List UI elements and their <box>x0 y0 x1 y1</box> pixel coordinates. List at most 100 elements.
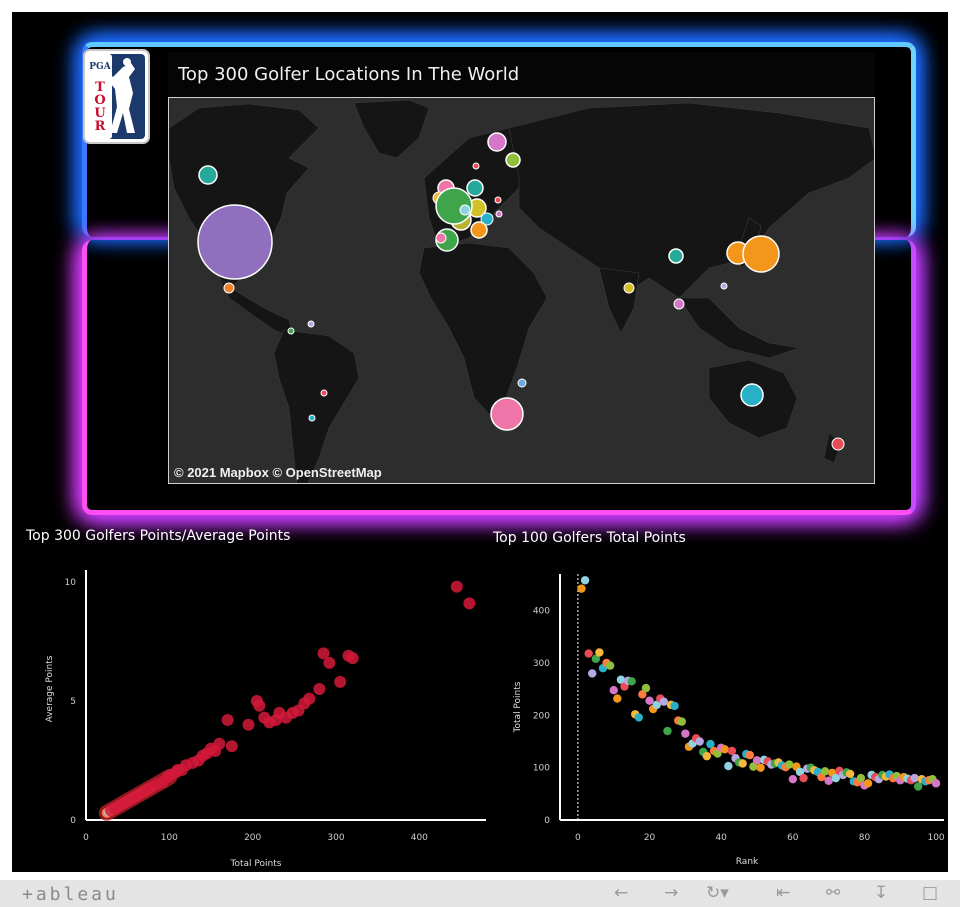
x-tick-label: 60 <box>787 833 799 843</box>
bubble-poland <box>494 196 502 204</box>
rank-point[interactable] <box>670 701 679 711</box>
scatter-point[interactable] <box>225 740 238 753</box>
bubble-australia <box>740 383 764 407</box>
rank-point[interactable] <box>577 584 586 593</box>
rank-point[interactable] <box>681 729 690 738</box>
rank-point[interactable] <box>727 746 737 756</box>
world-map[interactable]: © 2021 Mapbox © OpenStreetMap <box>168 97 875 484</box>
rank-point[interactable] <box>724 761 733 771</box>
scatter-point[interactable] <box>242 718 255 731</box>
rank-point[interactable] <box>588 669 597 678</box>
bubble-portugal <box>435 232 447 244</box>
rank-point[interactable] <box>580 576 590 585</box>
scatter-point[interactable] <box>313 683 326 696</box>
rank-point[interactable] <box>799 773 808 783</box>
rank-point[interactable] <box>627 677 636 686</box>
rank-point[interactable] <box>749 762 758 771</box>
x-tick-label: 0 <box>83 833 89 843</box>
bubble-taiwan <box>720 282 728 290</box>
y-tick-label: 200 <box>533 711 550 721</box>
rank-point[interactable] <box>584 649 593 658</box>
rank-point[interactable] <box>677 717 686 726</box>
rank-point[interactable] <box>638 690 647 699</box>
bubble-usa <box>197 204 273 280</box>
scatter-point[interactable] <box>317 647 330 660</box>
rank-point[interactable] <box>738 759 747 768</box>
rank-point[interactable] <box>652 700 661 710</box>
rank-point[interactable] <box>609 685 618 695</box>
download-icon[interactable]: ↧ <box>874 883 889 903</box>
rank-point[interactable] <box>695 737 704 746</box>
rank-points-chart: 0 20 40 60 80 100 0 100 200 300 400 Rank Total Point… <box>513 574 944 867</box>
scatter-point[interactable] <box>105 804 117 817</box>
rank-point[interactable] <box>820 767 830 776</box>
rank-point[interactable] <box>752 756 762 765</box>
forward-icon[interactable]: → <box>664 883 679 903</box>
rank-point[interactable] <box>702 751 712 761</box>
golfer-bubbles[interactable] <box>197 132 845 451</box>
bubble-austria <box>480 212 494 226</box>
rank-point[interactable] <box>795 767 805 777</box>
x-tick-label: 40 <box>715 833 727 843</box>
rank-point[interactable] <box>595 648 604 657</box>
scatter-point[interactable] <box>463 597 476 610</box>
rank-point[interactable] <box>616 675 626 684</box>
first-page-icon[interactable]: ⇤ <box>776 883 791 903</box>
rank-point[interactable] <box>745 750 755 760</box>
rank-point[interactable] <box>845 769 855 779</box>
bubble-zimbabwe <box>517 378 527 388</box>
fullscreen-icon[interactable]: □ <box>922 883 939 903</box>
x-tick-label: 80 <box>859 833 871 843</box>
rank-point[interactable] <box>663 726 672 736</box>
x-axis-title: Rank <box>736 857 759 867</box>
rank-point[interactable] <box>605 661 615 670</box>
rank-point[interactable] <box>613 694 622 703</box>
x-tick-label: 100 <box>161 833 178 843</box>
bubble-denmark <box>466 179 484 197</box>
y-tick-label: 10 <box>65 578 77 588</box>
rank-point[interactable] <box>788 774 798 784</box>
share-icon[interactable]: ⚯ <box>826 883 841 903</box>
scatter-point[interactable] <box>221 714 234 726</box>
bubble-south-africa <box>490 397 524 431</box>
rank-point[interactable] <box>856 773 866 783</box>
scatter-point[interactable] <box>258 711 271 724</box>
bubble-argentina <box>308 414 316 422</box>
neon-frame-pink <box>82 240 916 515</box>
rank-point[interactable] <box>720 745 729 754</box>
rank-point[interactable] <box>756 763 765 772</box>
scatter-points-avg-chart: 0 100 200 300 400 0 5 10 Total Points Average Poi… <box>45 570 486 867</box>
bubble-mexico <box>223 282 235 294</box>
rank-point[interactable] <box>863 779 873 788</box>
scatter-point[interactable] <box>334 675 347 688</box>
rank-point[interactable] <box>641 683 651 693</box>
rank-point[interactable] <box>706 739 715 749</box>
map-attribution[interactable]: © 2021 Mapbox © OpenStreetMap <box>174 465 382 480</box>
bubble-venezuela <box>307 320 315 328</box>
rank-point[interactable] <box>634 713 643 722</box>
rank-point[interactable] <box>931 779 941 788</box>
scatter-point[interactable] <box>250 694 263 707</box>
rank-point[interactable] <box>645 696 654 705</box>
scatter-point[interactable] <box>323 656 336 669</box>
rank-point[interactable] <box>831 773 840 783</box>
y-tick-label: 100 <box>533 764 550 774</box>
scatter-point[interactable] <box>450 580 463 593</box>
y-axis-title: Average Points <box>45 655 55 722</box>
rank-point[interactable] <box>659 697 669 706</box>
rank-point[interactable] <box>591 654 601 663</box>
rank-point[interactable] <box>913 782 923 791</box>
scatter-point[interactable] <box>346 652 359 665</box>
rank-point[interactable] <box>910 773 919 783</box>
rank-point[interactable] <box>785 760 794 769</box>
y-axis-title: Total Points <box>513 681 523 733</box>
tableau-logo[interactable]: +ableau <box>22 884 119 905</box>
world-map-canvas[interactable] <box>169 98 875 484</box>
bubble-paraguay <box>320 389 328 397</box>
x-tick-label: 0 <box>575 833 581 843</box>
x-tick-label: 200 <box>244 833 261 843</box>
redo-icon[interactable]: ↻▾ <box>706 883 729 903</box>
back-icon[interactable]: ← <box>614 883 629 903</box>
bubble-new-zealand <box>831 437 845 451</box>
rank-point[interactable] <box>824 776 833 785</box>
